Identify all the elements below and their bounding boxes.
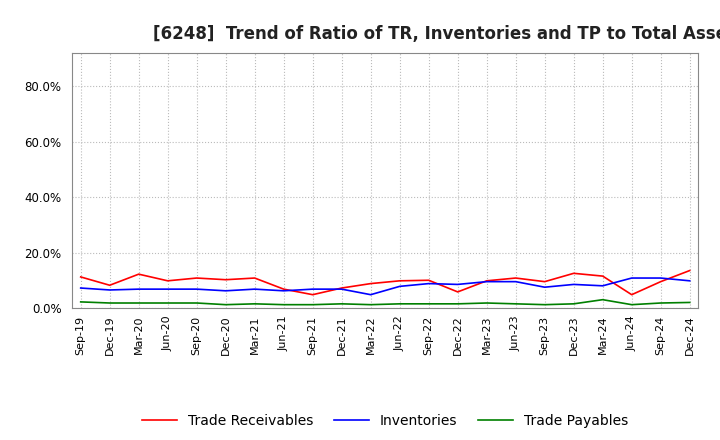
- Trade Receivables: [366, 281, 375, 286]
- Inventories: [395, 284, 404, 289]
- Trade Receivables: [685, 268, 694, 273]
- Trade Receivables: [308, 292, 317, 297]
- Trade Receivables: [76, 274, 85, 279]
- Inventories: [76, 286, 85, 291]
- Inventories: [541, 285, 549, 290]
- Trade Payables: [482, 301, 491, 306]
- Inventories: [105, 287, 114, 293]
- Inventories: [366, 292, 375, 297]
- Trade Payables: [366, 302, 375, 307]
- Inventories: [511, 279, 520, 284]
- Inventories: [251, 286, 259, 292]
- Trade Receivables: [511, 275, 520, 281]
- Inventories: [308, 286, 317, 292]
- Trade Receivables: [570, 271, 578, 276]
- Trade Receivables: [192, 275, 201, 281]
- Trade Receivables: [454, 289, 462, 294]
- Inventories: [454, 282, 462, 287]
- Inventories: [279, 288, 288, 293]
- Inventories: [657, 275, 665, 281]
- Inventories: [135, 286, 143, 292]
- Trade Payables: [221, 302, 230, 307]
- Trade Payables: [279, 302, 288, 307]
- Inventories: [221, 288, 230, 293]
- Trade Receivables: [424, 278, 433, 283]
- Trade Payables: [598, 297, 607, 302]
- Line: Trade Payables: Trade Payables: [81, 300, 690, 304]
- Trade Payables: [105, 301, 114, 306]
- Trade Payables: [454, 301, 462, 307]
- Line: Trade Receivables: Trade Receivables: [81, 271, 690, 295]
- Trade Receivables: [163, 278, 172, 283]
- Trade Receivables: [135, 271, 143, 277]
- Trade Receivables: [541, 279, 549, 284]
- Inventories: [685, 278, 694, 283]
- Inventories: [598, 283, 607, 289]
- Trade Receivables: [251, 275, 259, 281]
- Trade Receivables: [221, 277, 230, 282]
- Trade Receivables: [482, 278, 491, 283]
- Trade Payables: [338, 301, 346, 307]
- Line: Inventories: Inventories: [81, 278, 690, 295]
- Inventories: [482, 279, 491, 284]
- Trade Receivables: [627, 292, 636, 297]
- Trade Payables: [541, 302, 549, 307]
- Trade Payables: [657, 301, 665, 306]
- Trade Payables: [424, 301, 433, 307]
- Trade Receivables: [279, 286, 288, 292]
- Inventories: [627, 275, 636, 281]
- Trade Receivables: [105, 282, 114, 288]
- Inventories: [424, 281, 433, 286]
- Trade Payables: [570, 301, 578, 307]
- Trade Payables: [511, 301, 520, 307]
- Inventories: [338, 286, 346, 292]
- Inventories: [163, 286, 172, 292]
- Trade Receivables: [657, 279, 665, 284]
- Legend: Trade Receivables, Inventories, Trade Payables: Trade Receivables, Inventories, Trade Pa…: [137, 409, 634, 434]
- Trade Payables: [76, 299, 85, 304]
- Inventories: [570, 282, 578, 287]
- Trade Receivables: [395, 278, 404, 283]
- Trade Payables: [251, 301, 259, 307]
- Trade Payables: [685, 300, 694, 305]
- Trade Payables: [395, 301, 404, 307]
- Text: [6248]  Trend of Ratio of TR, Inventories and TP to Total Assets: [6248] Trend of Ratio of TR, Inventories…: [153, 25, 720, 43]
- Trade Payables: [163, 301, 172, 306]
- Trade Payables: [192, 301, 201, 306]
- Trade Receivables: [598, 273, 607, 279]
- Trade Payables: [135, 301, 143, 306]
- Trade Receivables: [338, 286, 346, 291]
- Trade Payables: [308, 302, 317, 307]
- Inventories: [192, 286, 201, 292]
- Trade Payables: [627, 302, 636, 307]
